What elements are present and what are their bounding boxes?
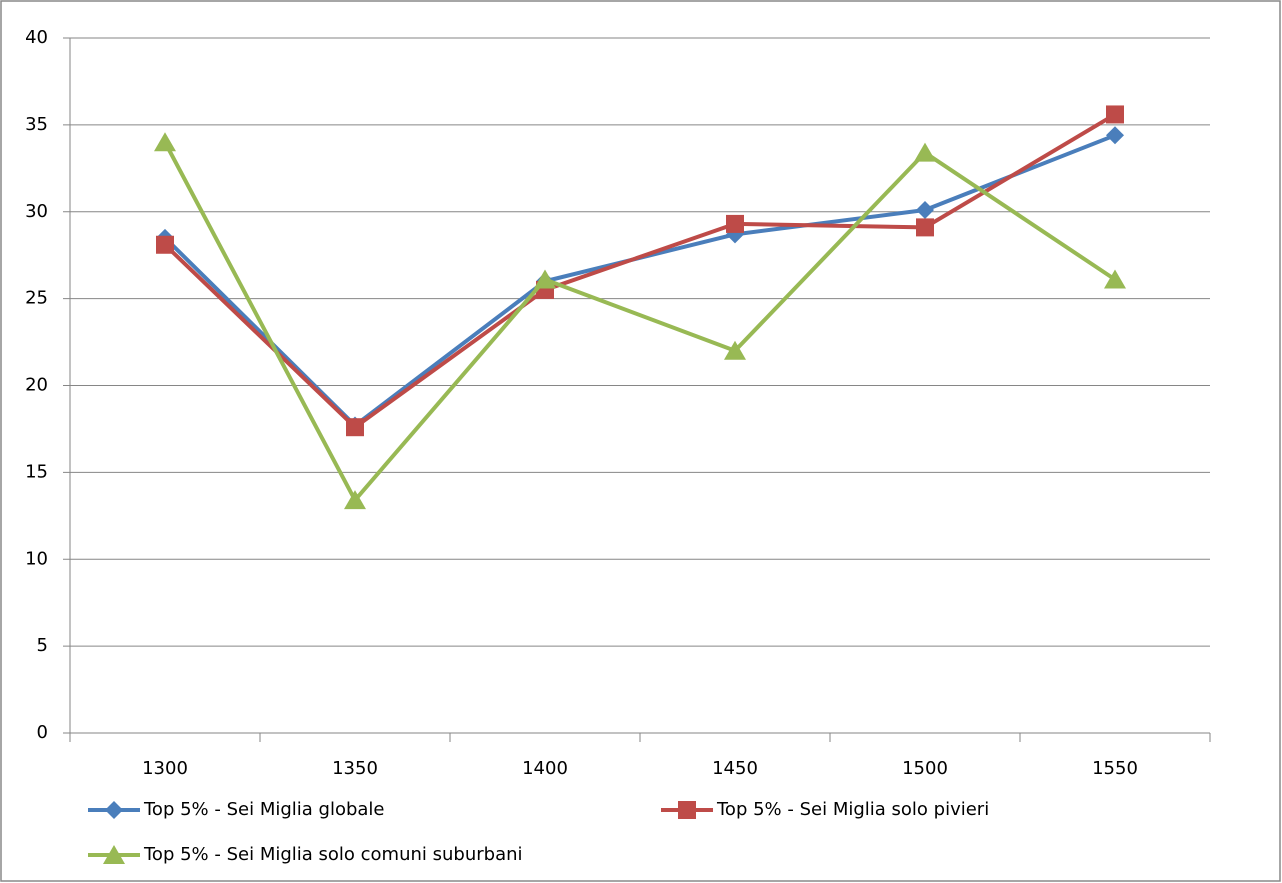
y-tick-label: 5 <box>37 635 48 656</box>
marker <box>724 340 746 360</box>
x-tick-label: 1550 <box>1092 758 1138 779</box>
y-tick-label: 0 <box>37 722 48 743</box>
marker <box>344 490 366 510</box>
marker <box>346 418 364 437</box>
marker <box>1106 126 1124 145</box>
x-tick-label: 1400 <box>522 758 568 779</box>
y-tick-label: 40 <box>25 27 48 48</box>
series-line <box>163 141 1117 503</box>
series-line <box>163 112 1117 430</box>
y-tick-label: 10 <box>25 548 48 569</box>
marker <box>1106 105 1124 124</box>
y-tick-label: 35 <box>25 114 48 135</box>
marker <box>916 201 934 220</box>
marker <box>1104 269 1126 289</box>
x-tick-label: 1350 <box>332 758 378 779</box>
y-tick-label: 20 <box>25 375 48 396</box>
marker <box>534 269 556 289</box>
marker <box>154 132 176 152</box>
marker <box>914 142 936 162</box>
legend-label: Top 5% - Sei Miglia solo comuni suburban… <box>143 844 523 865</box>
x-tick-label: 1300 <box>142 758 188 779</box>
y-tick-label: 25 <box>25 288 48 309</box>
y-tick-label: 30 <box>25 201 48 222</box>
marker <box>156 235 174 254</box>
y-tick-label: 15 <box>25 461 48 482</box>
x-tick-label: 1500 <box>902 758 948 779</box>
legend-marker <box>105 801 123 819</box>
marker <box>726 214 744 233</box>
legend-label: Top 5% - Sei Miglia solo pivieri <box>716 799 989 820</box>
legend-marker <box>678 801 696 819</box>
x-tick-label: 1450 <box>712 758 758 779</box>
legend-marker <box>103 845 125 864</box>
legend-label: Top 5% - Sei Miglia globale <box>143 799 385 820</box>
marker <box>916 218 934 237</box>
